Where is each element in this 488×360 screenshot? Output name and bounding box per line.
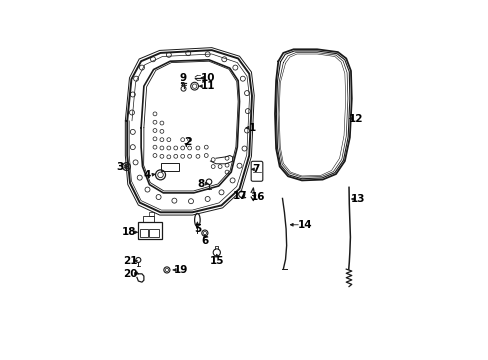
Text: 19: 19 <box>173 265 187 275</box>
Text: 15: 15 <box>209 256 224 266</box>
Text: 14: 14 <box>297 220 311 230</box>
Text: 3: 3 <box>116 162 123 172</box>
Text: 12: 12 <box>348 114 363 123</box>
Bar <box>140 229 148 237</box>
Text: 18: 18 <box>122 227 136 237</box>
Text: 1: 1 <box>249 123 256 133</box>
Text: 10: 10 <box>200 73 214 83</box>
Bar <box>143 216 153 222</box>
Text: 8: 8 <box>197 179 204 189</box>
Text: 17: 17 <box>232 191 247 201</box>
Text: 5: 5 <box>193 225 201 234</box>
Text: 6: 6 <box>201 237 208 246</box>
Text: 4: 4 <box>143 170 151 180</box>
Text: 20: 20 <box>123 269 138 279</box>
Bar <box>148 212 153 216</box>
Text: 13: 13 <box>350 194 365 204</box>
Bar <box>138 222 162 239</box>
Bar <box>160 163 178 171</box>
Text: 16: 16 <box>251 192 265 202</box>
Text: 21: 21 <box>123 256 138 266</box>
Text: 7: 7 <box>252 164 259 174</box>
Text: 9: 9 <box>179 73 186 83</box>
Text: 11: 11 <box>200 81 214 91</box>
Bar <box>149 229 159 237</box>
Text: 2: 2 <box>184 136 191 147</box>
